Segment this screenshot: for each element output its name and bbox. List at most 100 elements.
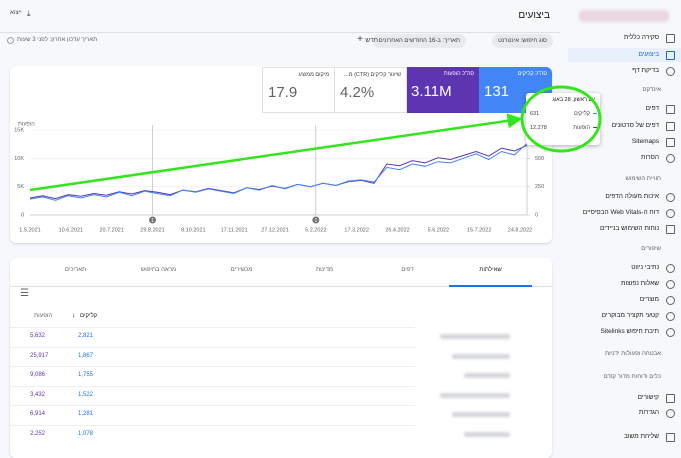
nav-item[interactable]: שאלות נפוצות bbox=[620, 280, 659, 287]
nav-section[interactable]: אינדקס bbox=[642, 87, 661, 93]
metric-card[interactable]: מיקום ממוצע 17.9 bbox=[262, 67, 335, 113]
filter-icon[interactable]: ☰ bbox=[20, 288, 29, 299]
filter-chip[interactable]: סוג חיפוש: אינטרנט bbox=[491, 34, 553, 48]
nav-section[interactable]: חוויית השימוש bbox=[625, 176, 661, 182]
nav-item[interactable]: תיבת חיפוש Sitelinks bbox=[600, 328, 660, 335]
x-tick-label: 15.7.2022 bbox=[467, 227, 491, 233]
x-tick-label: 8.10.2021 bbox=[181, 227, 205, 233]
nav-section[interactable]: שיפורים bbox=[641, 246, 661, 252]
chart: הופעות 0 5K 10K 15K 0 250 500 1.5.2021 10.6.2021… bbox=[14, 121, 544, 233]
nav-item[interactable]: קישורים bbox=[637, 394, 659, 401]
impressions-cell: 3,432 bbox=[30, 391, 46, 398]
metric-value: 4.2% bbox=[340, 84, 375, 101]
nav-item[interactable]: מוצרים bbox=[639, 296, 659, 303]
annotation-label: 1 bbox=[151, 218, 154, 224]
column-header[interactable]: קליקים bbox=[80, 313, 98, 319]
help-icon[interactable] bbox=[7, 37, 14, 44]
filter-chip[interactable]: תאריך: ב-16 החודשים האחרונים bbox=[372, 34, 466, 48]
impressions-cell: 2,252 bbox=[30, 430, 46, 437]
y-tick-label: 15K bbox=[14, 127, 24, 133]
export-button[interactable]: ייצוא bbox=[10, 10, 22, 16]
property-selector[interactable] bbox=[579, 10, 669, 22]
impressions-cell: 5,632 bbox=[30, 333, 46, 339]
nav-item[interactable]: דוח ה-Web Vitals הבסיסיים bbox=[582, 209, 659, 216]
nav-item[interactable]: הגדרות bbox=[638, 409, 659, 416]
new-filter[interactable]: חדש bbox=[365, 37, 378, 44]
annotation-marker bbox=[149, 216, 156, 224]
nav-item[interactable]: דפים bbox=[645, 105, 659, 112]
tooltip-swatch bbox=[593, 127, 597, 128]
sidebar bbox=[560, 0, 681, 450]
y-tick-label: 10K bbox=[14, 156, 24, 162]
metric-card[interactable]: סה"כ הופעות 3.11M bbox=[406, 67, 479, 113]
nav-item[interactable]: בדיקת דף bbox=[632, 67, 659, 74]
clicks-cell: 1,867 bbox=[78, 352, 94, 359]
nav-item[interactable]: נתיבי ניווט bbox=[631, 264, 659, 271]
column-header[interactable]: הופעות bbox=[34, 313, 53, 319]
query-text bbox=[452, 353, 510, 359]
nav-item[interactable]: קטעי תקציר מבוקרים bbox=[601, 312, 659, 319]
tooltip-label: הופעות bbox=[573, 125, 590, 131]
impressions-cell: 6,914 bbox=[30, 411, 46, 417]
sort-arrow: ↓ bbox=[72, 312, 76, 319]
series-line bbox=[29, 143, 528, 201]
x-tick-label: 10.6.2021 bbox=[59, 227, 83, 233]
row-divider bbox=[10, 327, 415, 328]
x-tick-label: 24.8.2022 bbox=[508, 227, 532, 233]
tab[interactable]: מכשירים bbox=[230, 267, 253, 273]
tab[interactable]: תאריכים bbox=[64, 267, 87, 273]
nav-item[interactable]: נוחות השימוש בניידים bbox=[600, 225, 659, 232]
last-updated: תאריך עדכון אחרון: לפני 3 שעות bbox=[17, 37, 98, 43]
download-icon: ⤓ bbox=[27, 9, 31, 18]
selected-bg bbox=[568, 48, 681, 62]
query-text bbox=[452, 412, 510, 417]
tab-underline bbox=[449, 285, 532, 287]
tab[interactable]: שאילתות bbox=[479, 267, 502, 273]
y2-tick-label: 0 bbox=[535, 212, 538, 218]
row-divider bbox=[10, 405, 415, 406]
tab[interactable]: מראה בחיפוש bbox=[140, 267, 177, 273]
clicks-cell: 2,821 bbox=[78, 333, 94, 339]
x-tick-label: 26.4.2022 bbox=[385, 227, 409, 233]
top-bar bbox=[0, 0, 560, 33]
x-tick-label: 17.11.2021 bbox=[221, 227, 248, 233]
nav-item[interactable]: איכות מעולה הדפים bbox=[605, 193, 659, 200]
nav-item[interactable]: Sitemaps bbox=[631, 138, 659, 145]
query-text bbox=[464, 431, 510, 437]
page-title: ביצועים bbox=[518, 10, 550, 21]
y2-tick-label: 500 bbox=[535, 156, 544, 162]
annotation-marker bbox=[312, 216, 320, 224]
nav-section[interactable]: אבטחה ופעולות ידניות bbox=[605, 351, 661, 357]
nav-section[interactable]: כלים ודוחות מדור קודם bbox=[603, 374, 661, 380]
annotation-label: 1 bbox=[314, 218, 317, 224]
clicks-cell: 1,522 bbox=[78, 391, 94, 398]
tab[interactable]: דפים bbox=[401, 267, 414, 273]
clicks-cell: 1,755 bbox=[78, 372, 94, 378]
y2-tick-label: 250 bbox=[535, 184, 544, 190]
nav-item[interactable]: סקירה כללית bbox=[623, 34, 659, 41]
nav-item[interactable]: שליחת משוב bbox=[623, 433, 659, 440]
tabs: שאילתות דפים מדינות מכשירים מראה בחיפוש תאריכ… bbox=[10, 258, 552, 287]
x-tick-label: 5.6.2022 bbox=[428, 227, 449, 233]
tooltip: יום ראשון, 28 באוג קליקים 631 הופעות 12,… bbox=[526, 93, 600, 145]
nav-item[interactable]: דפים של סרטונים bbox=[611, 122, 659, 129]
x-tick-label: 5.2.2022 bbox=[305, 227, 326, 233]
y-tick-label: 0 bbox=[21, 212, 24, 218]
y-axis-title: הופעות bbox=[18, 121, 35, 127]
impressions-cell: 25,917 bbox=[30, 352, 49, 359]
x-tick-label: 20.7.2021 bbox=[99, 227, 123, 233]
tab[interactable]: מדינות bbox=[315, 267, 334, 273]
tooltip-value: 12,278 bbox=[530, 125, 547, 131]
row-divider bbox=[10, 366, 415, 367]
x-tick-label: 17.3.2022 bbox=[344, 227, 368, 233]
clicks-cell: 1,281 bbox=[78, 411, 94, 417]
x-tick-label: 1.5.2021 bbox=[19, 227, 40, 233]
x-tick-label: 27.12.2021 bbox=[261, 227, 289, 233]
row-divider bbox=[10, 346, 415, 348]
nav-item[interactable]: הסרות bbox=[640, 154, 659, 161]
nav-item[interactable]: ביצועים bbox=[638, 51, 659, 58]
tooltip-swatch bbox=[593, 113, 597, 114]
tooltip-label: קליקים bbox=[574, 111, 590, 117]
plus-icon: + bbox=[357, 34, 363, 45]
